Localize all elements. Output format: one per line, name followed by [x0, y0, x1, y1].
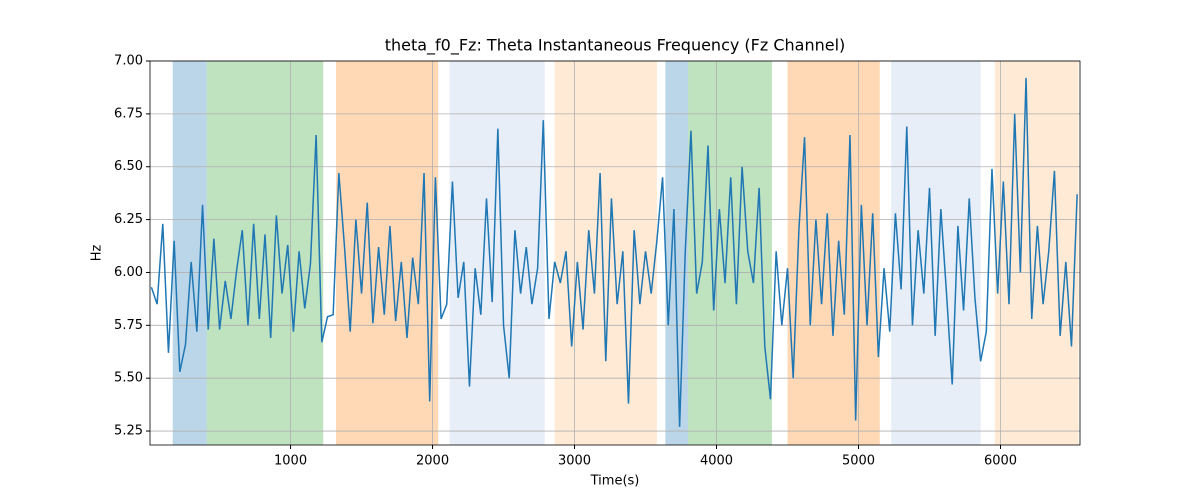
y-tick-label: 5.25 — [114, 424, 143, 439]
x-tick-label: 5000 — [842, 454, 875, 469]
x-tick-label: 6000 — [984, 454, 1017, 469]
y-axis-label: Hz — [90, 245, 105, 262]
y-tick-label: 6.00 — [114, 265, 143, 280]
chart-title: theta_f0_Fz: Theta Instantaneous Frequen… — [385, 36, 846, 56]
x-tick-label: 4000 — [700, 454, 733, 469]
x-tick-label: 3000 — [558, 454, 591, 469]
data-line — [150, 77, 1078, 427]
shaded-band — [172, 61, 207, 445]
y-tick-label: 6.50 — [114, 159, 143, 174]
x-tick-label: 1000 — [274, 454, 307, 469]
shaded-band — [787, 61, 880, 445]
axes-frame — [149, 60, 1081, 446]
shaded-band — [449, 61, 545, 445]
shaded-band — [206, 61, 324, 445]
shaded-band — [336, 61, 439, 445]
y-tick-label: 6.75 — [114, 106, 143, 121]
shaded-band — [554, 61, 657, 445]
y-tick-label: 5.50 — [114, 371, 143, 386]
shaded-band — [891, 61, 981, 445]
y-tick-label: 7.00 — [114, 54, 143, 69]
x-tick-label: 2000 — [416, 454, 449, 469]
shaded-band — [688, 61, 772, 445]
plot-area — [150, 77, 1078, 427]
y-tick-label: 5.75 — [114, 318, 143, 333]
y-tick-label: 6.25 — [114, 212, 143, 227]
shaded-band — [994, 61, 1079, 445]
x-axis-label: Time(s) — [590, 474, 640, 489]
